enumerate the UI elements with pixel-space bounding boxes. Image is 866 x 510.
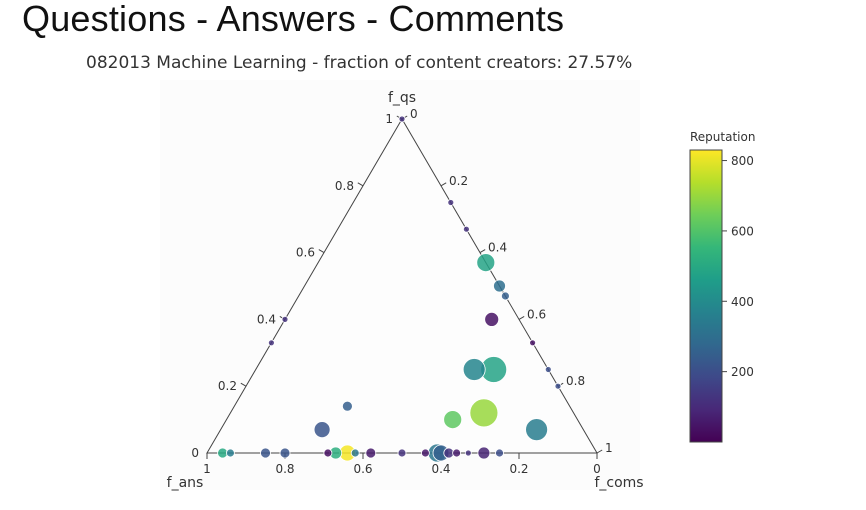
colorbar-tick-label: 800 bbox=[731, 154, 754, 168]
data-point bbox=[397, 448, 407, 458]
data-point bbox=[500, 291, 510, 301]
data-point bbox=[525, 418, 548, 442]
data-point bbox=[476, 253, 496, 273]
tick-c-label: 1 bbox=[605, 441, 613, 455]
tick-c-label: 0.4 bbox=[488, 241, 507, 255]
data-point bbox=[462, 358, 486, 381]
chart-title: 082013 Machine Learning - fraction of co… bbox=[86, 53, 632, 73]
data-point bbox=[260, 447, 271, 459]
tick-c-mark bbox=[518, 315, 525, 320]
tick-a-label: 0 bbox=[191, 446, 199, 460]
data-point bbox=[443, 410, 463, 430]
data-point bbox=[313, 421, 331, 439]
tick-c-mark bbox=[440, 182, 447, 187]
tick-c-label: 0.6 bbox=[527, 307, 546, 321]
tick-b-label: 0.2 bbox=[509, 462, 528, 476]
axis-title-f-coms: f_coms bbox=[594, 475, 643, 491]
tick-b-label: 0.4 bbox=[431, 462, 450, 476]
data-point bbox=[495, 448, 504, 458]
tick-a-label: 1 bbox=[385, 112, 393, 126]
data-point bbox=[529, 339, 536, 347]
data-point bbox=[350, 448, 360, 458]
data-point bbox=[398, 115, 406, 123]
data-point bbox=[462, 225, 470, 233]
data-point bbox=[267, 339, 275, 347]
colorbar: Reputation 200 400 600 800 bbox=[689, 130, 755, 443]
tick-a-mark bbox=[357, 182, 364, 187]
data-point bbox=[554, 382, 562, 390]
colorbar-tick-label: 600 bbox=[731, 224, 754, 238]
axis-title-f-qs: f_qs bbox=[388, 90, 416, 106]
data-point bbox=[469, 398, 499, 428]
data-point bbox=[477, 446, 491, 460]
ternary-chart: 082013 Machine Learning - fraction of co… bbox=[0, 40, 866, 505]
tick-a-label: 0.8 bbox=[335, 179, 354, 193]
colorbar-tick-label: 400 bbox=[731, 295, 754, 309]
data-point bbox=[484, 311, 500, 327]
tick-a-mark bbox=[318, 249, 325, 254]
colorbar-tick-label: 200 bbox=[731, 365, 754, 379]
data-point bbox=[447, 199, 455, 206]
colorbar-title: Reputation bbox=[690, 130, 755, 144]
data-point bbox=[544, 366, 552, 373]
tick-c-label: 0.2 bbox=[449, 174, 468, 188]
tick-c-label: 0.8 bbox=[566, 374, 585, 388]
tick-b-label: 1 bbox=[203, 462, 211, 476]
colorbar-gradient bbox=[689, 149, 723, 443]
tick-b-label: 0.6 bbox=[353, 462, 372, 476]
data-point bbox=[281, 315, 289, 323]
data-point bbox=[493, 279, 506, 293]
axis-title-f-ans: f_ans bbox=[167, 475, 204, 491]
data-point bbox=[341, 400, 353, 412]
tick-a-label: 0.2 bbox=[218, 379, 237, 393]
tick-b-label: 0 bbox=[593, 462, 601, 476]
tick-a-mark bbox=[240, 382, 247, 387]
data-point bbox=[365, 447, 377, 459]
points-layer bbox=[217, 115, 562, 463]
tick-b-label: 0.8 bbox=[275, 462, 294, 476]
ternary-chart-svg: 082013 Machine Learning - fraction of co… bbox=[86, 53, 755, 491]
tick-c-label: 0 bbox=[410, 107, 418, 121]
data-point bbox=[464, 449, 472, 457]
data-point bbox=[279, 447, 291, 459]
data-point bbox=[225, 448, 235, 458]
tick-c-mark bbox=[596, 449, 603, 454]
data-point bbox=[420, 448, 430, 458]
data-point bbox=[323, 448, 333, 458]
page-heading: Questions - Answers - Comments bbox=[22, 0, 565, 39]
tick-a-label: 0.6 bbox=[296, 246, 315, 260]
data-point bbox=[452, 448, 462, 458]
tick-a-label: 0.4 bbox=[257, 312, 276, 326]
tick-c-mark bbox=[479, 249, 486, 254]
